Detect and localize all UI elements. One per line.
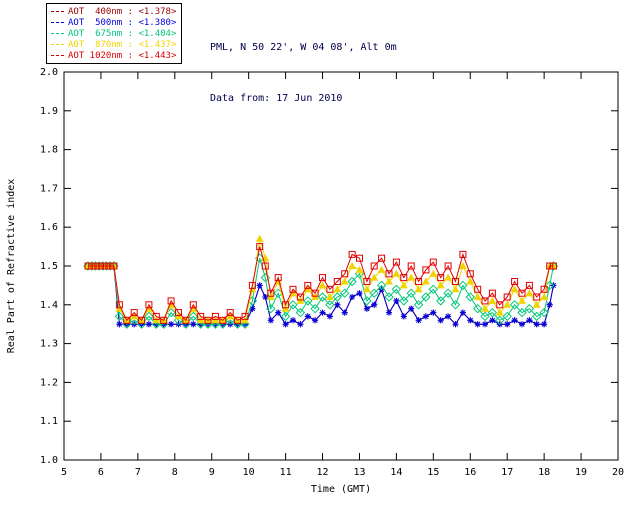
legend-item: AOT 400nm : <1.378> [51, 6, 176, 17]
legend-item: AOT 1020nm : <1.443> [51, 50, 176, 61]
series-markers [84, 243, 557, 324]
x-tick-label: 6 [98, 467, 104, 478]
x-tick-label: 10 [243, 467, 255, 478]
x-tick-label: 13 [353, 467, 365, 478]
y-tick-label: 1.2 [40, 377, 58, 388]
y-axis-label: Real Part of Refractive index [6, 179, 17, 354]
legend-line-sample [51, 44, 64, 45]
axes [63, 71, 619, 461]
x-tick-label: 16 [464, 467, 476, 478]
x-tick-label: 17 [501, 467, 513, 478]
series-markers [84, 234, 558, 324]
legend-label: AOT 500nm : <1.380> [68, 17, 177, 28]
legend-label: AOT 1020nm : <1.443> [68, 50, 177, 61]
y-tick-label: 1.7 [40, 183, 58, 194]
x-tick-label: 18 [538, 467, 550, 478]
header: PML, N 50 22', W 04 08', Alt 0m Data fro… [210, 5, 397, 141]
y-tick-label: 1.9 [40, 106, 58, 117]
x-tick-label: 20 [612, 467, 624, 478]
legend-label: AOT 675nm : <1.404> [68, 28, 177, 39]
series-aot-1020nm [84, 243, 557, 324]
y-tick-label: 1.8 [40, 145, 58, 156]
series-markers [83, 253, 559, 329]
y-tick-label: 1.3 [40, 339, 58, 350]
legend-line-sample [51, 55, 64, 56]
series-aot-675nm [83, 253, 559, 329]
x-tick-label: 5 [61, 467, 67, 478]
legend-item: AOT 870nm : <1.437> [51, 39, 176, 50]
series-line [88, 246, 554, 322]
x-tick-label: 8 [172, 467, 178, 478]
x-tick-label: 14 [390, 467, 402, 478]
axis-tick-labels: 5 6 7 8 9 10 11 12 13 14 15 16 17 18 19 20 1.0 1.1 1.2 1.3 1… [40, 67, 624, 478]
y-tick-label: 1.5 [40, 261, 58, 272]
site-info: PML, N 50 22', W 04 08', Alt 0m [210, 42, 397, 53]
x-axis-label: Time (GMT) [311, 484, 371, 495]
legend-label: AOT 870nm : <1.437> [68, 39, 177, 50]
legend-line-sample [51, 22, 64, 23]
x-tick-label: 15 [427, 467, 439, 478]
legend-item: AOT 500nm : <1.380> [51, 17, 176, 28]
legend-line-sample [51, 11, 64, 12]
x-tick-label: 19 [575, 467, 587, 478]
x-tick-label: 7 [135, 467, 141, 478]
y-tick-label: 1.6 [40, 222, 58, 233]
legend-item: AOT 675nm : <1.404> [51, 28, 176, 39]
y-tick-label: 1.1 [40, 416, 58, 427]
x-tick-label: 9 [209, 467, 215, 478]
legend-line-sample [51, 33, 64, 34]
x-tick-label: 12 [317, 467, 329, 478]
date-info: Data from: 17 Jun 2010 [210, 93, 343, 104]
x-tick-label: 11 [280, 467, 292, 478]
y-tick-label: 1.4 [40, 300, 58, 311]
y-tick-label: 2.0 [40, 67, 58, 78]
series-aot-870nm [84, 234, 558, 324]
legend-label: AOT 400nm : <1.378> [68, 6, 177, 17]
y-tick-label: 1.0 [40, 455, 58, 466]
legend: AOT 400nm : <1.378> AOT 500nm : <1.380> AO… [46, 3, 183, 64]
